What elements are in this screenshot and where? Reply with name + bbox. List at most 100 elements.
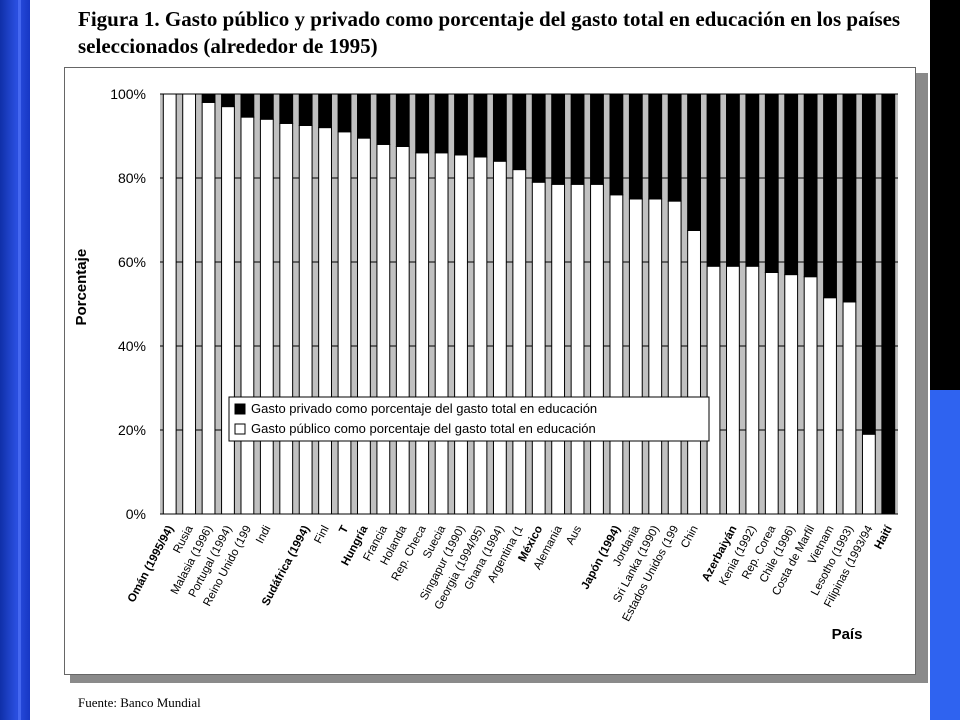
bar-private [298, 93, 313, 126]
bar-private [395, 93, 410, 147]
bar-private [259, 93, 274, 120]
bar-public [162, 93, 177, 515]
x-tick-label: Aus [564, 524, 584, 547]
bar-private [570, 93, 585, 185]
bar-public [842, 301, 857, 515]
bar-public [259, 118, 274, 515]
y-tick-label: 0% [126, 506, 146, 522]
bar-private [551, 93, 566, 185]
bar-public [803, 276, 818, 515]
bar-public [473, 156, 488, 515]
bar-public [628, 198, 643, 515]
bar-private [667, 93, 682, 202]
bar-private [279, 93, 294, 124]
bar-private [454, 93, 468, 156]
y-tick-label: 40% [118, 338, 146, 354]
y-tick-label: 80% [118, 170, 146, 186]
bar-public [395, 146, 410, 515]
bar-public [726, 265, 740, 515]
x-tick-label: Haití [873, 523, 896, 551]
bar-public [337, 131, 352, 515]
bar-private [337, 93, 352, 133]
bar-public [357, 137, 371, 515]
bar-public [318, 127, 332, 515]
bar-private [357, 93, 371, 139]
bar-private [861, 93, 876, 435]
bar-private [764, 93, 779, 273]
bar-public [764, 272, 779, 515]
bar-public [279, 122, 294, 515]
bar-public [376, 143, 391, 515]
legend-box [228, 396, 710, 442]
bar-private [881, 93, 896, 515]
legend-entry-public: Gasto público como porcentaje del gasto … [251, 421, 596, 436]
bar-public [590, 183, 604, 515]
bar-public [609, 194, 624, 515]
bar-private [531, 93, 546, 183]
y-tick-label: 100% [110, 86, 146, 102]
bar-private [823, 93, 837, 299]
x-tick-label: Indi [254, 524, 273, 546]
y-tick-label: 20% [118, 422, 146, 438]
slide-title: Figura 1. Gasto público y privado como p… [78, 7, 901, 58]
bar-private [415, 93, 430, 154]
y-tick-label: 60% [118, 254, 146, 270]
bar-public [667, 200, 682, 515]
bar-private [648, 93, 663, 200]
bar-public [648, 198, 663, 515]
bar-private [842, 93, 857, 303]
x-axis-title: País [832, 626, 863, 643]
bar-private [376, 93, 391, 145]
bar-public [551, 183, 566, 515]
bar-public [706, 265, 721, 515]
x-tick-label: Finl [312, 524, 331, 546]
bar-private [628, 93, 643, 200]
bar-private [492, 93, 507, 162]
legend-entry-private: Gasto privado como porcentaje del gasto … [251, 401, 597, 416]
y-axis-ticks: 0% 20% 40% 60% 80% 100% [110, 86, 146, 522]
bar-public [492, 160, 507, 515]
bar-public [182, 93, 197, 515]
bar-private [590, 93, 604, 185]
y-axis-title: Porcentaje [73, 249, 90, 326]
bar-private [784, 93, 799, 276]
bar-public [434, 152, 449, 515]
bar-public [415, 152, 430, 515]
bar-public [531, 181, 546, 515]
bar-private [609, 93, 624, 196]
bar-private [201, 93, 216, 103]
left-decorative-bar [0, 0, 30, 720]
legend-swatch-public [234, 423, 246, 435]
bar-private [318, 93, 332, 129]
bar-public [221, 106, 235, 515]
bar-private [745, 93, 760, 267]
bar-private [221, 93, 235, 108]
bar-public [454, 154, 468, 515]
bar-public [823, 297, 837, 515]
source-note: Fuente: Banco Mundial [78, 695, 201, 710]
bar-private [473, 93, 488, 158]
legend-swatch-private [234, 403, 246, 415]
bar-public [570, 183, 585, 515]
x-tick-label: Omán (1995/94) [126, 524, 177, 605]
bar-private [434, 93, 449, 154]
bar-public [687, 230, 701, 515]
bar-public [861, 433, 876, 515]
bar-public [298, 125, 313, 515]
bar-public [201, 101, 216, 515]
bar-public [512, 169, 527, 515]
bar-public [240, 116, 255, 515]
x-tick-label: T [337, 524, 351, 536]
right-decorative-block [930, 390, 960, 720]
bar-public [784, 274, 799, 515]
bar-private [726, 93, 740, 267]
bar-private [687, 93, 701, 231]
bar-private [803, 93, 818, 278]
bar-private [240, 93, 255, 118]
legend: Gasto privado como porcentaje del gasto … [228, 396, 710, 442]
stacked-bar-chart: 0% 20% 40% 60% 80% 100% Omán (1995/94)RusiaMa… [73, 86, 898, 643]
bar-private [706, 93, 721, 267]
bar-public [745, 265, 760, 515]
x-tick-label: Chin [679, 524, 701, 551]
